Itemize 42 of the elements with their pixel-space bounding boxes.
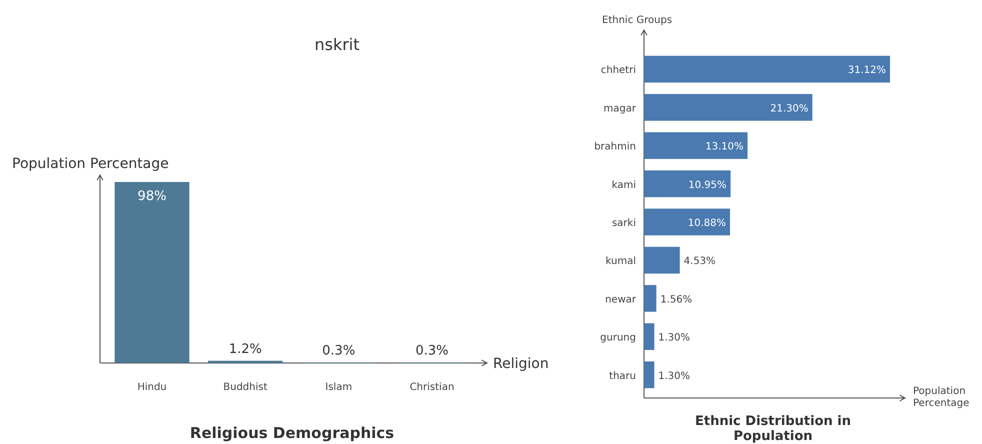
x-axis-title: Religion bbox=[493, 356, 549, 372]
y-tick-label: newar bbox=[605, 294, 637, 306]
y-tick-label: chhetri bbox=[600, 65, 636, 76]
data-label: 1.30% bbox=[658, 370, 690, 382]
x-tick-label: Buddhist bbox=[223, 382, 268, 393]
bar bbox=[644, 132, 748, 159]
text: nskrit bbox=[314, 35, 360, 54]
y-tick-label: kami bbox=[612, 180, 636, 191]
data-label: 1.56% bbox=[660, 294, 692, 306]
data-label: 10.88% bbox=[688, 218, 726, 229]
y-tick-label: kumal bbox=[606, 256, 636, 268]
data-label: 1.2% bbox=[228, 342, 262, 357]
text: Religious Demographics bbox=[190, 424, 394, 442]
y-tick-label: brahmin bbox=[594, 142, 636, 153]
y-tick-label: gurung bbox=[600, 332, 636, 344]
x-axis-title: Population Percentage bbox=[913, 386, 970, 409]
bar bbox=[644, 94, 812, 121]
bar bbox=[644, 170, 731, 198]
y-tick-label: magar bbox=[604, 103, 637, 114]
data-label: 98% bbox=[138, 189, 166, 204]
data-label: 0.3% bbox=[415, 343, 449, 358]
x-tick-label: Christian bbox=[410, 382, 454, 393]
data-label: 10.95% bbox=[688, 180, 727, 191]
data-label: 31.12% bbox=[848, 65, 886, 76]
data-label: 13.10% bbox=[705, 142, 744, 153]
y-axis-title: Population Percentage bbox=[12, 156, 169, 172]
bar bbox=[644, 323, 654, 350]
x-tick-label: Islam bbox=[325, 382, 352, 393]
bar bbox=[644, 285, 656, 312]
bar bbox=[644, 56, 890, 83]
data-label: 0.3% bbox=[322, 343, 356, 358]
data-label: 21.30% bbox=[770, 103, 808, 114]
bar bbox=[644, 208, 730, 236]
data-label: 1.30% bbox=[658, 332, 690, 344]
data-label: 4.53% bbox=[684, 256, 716, 268]
bar bbox=[644, 246, 680, 274]
y-tick-label: tharu bbox=[609, 370, 636, 382]
bar bbox=[644, 361, 654, 388]
y-tick-label: sarki bbox=[612, 218, 636, 229]
x-tick-label: Hindu bbox=[137, 382, 167, 393]
y-axis-title: Ethnic Groups bbox=[602, 15, 672, 26]
text: Ethnic Distribution in Population bbox=[694, 414, 852, 444]
